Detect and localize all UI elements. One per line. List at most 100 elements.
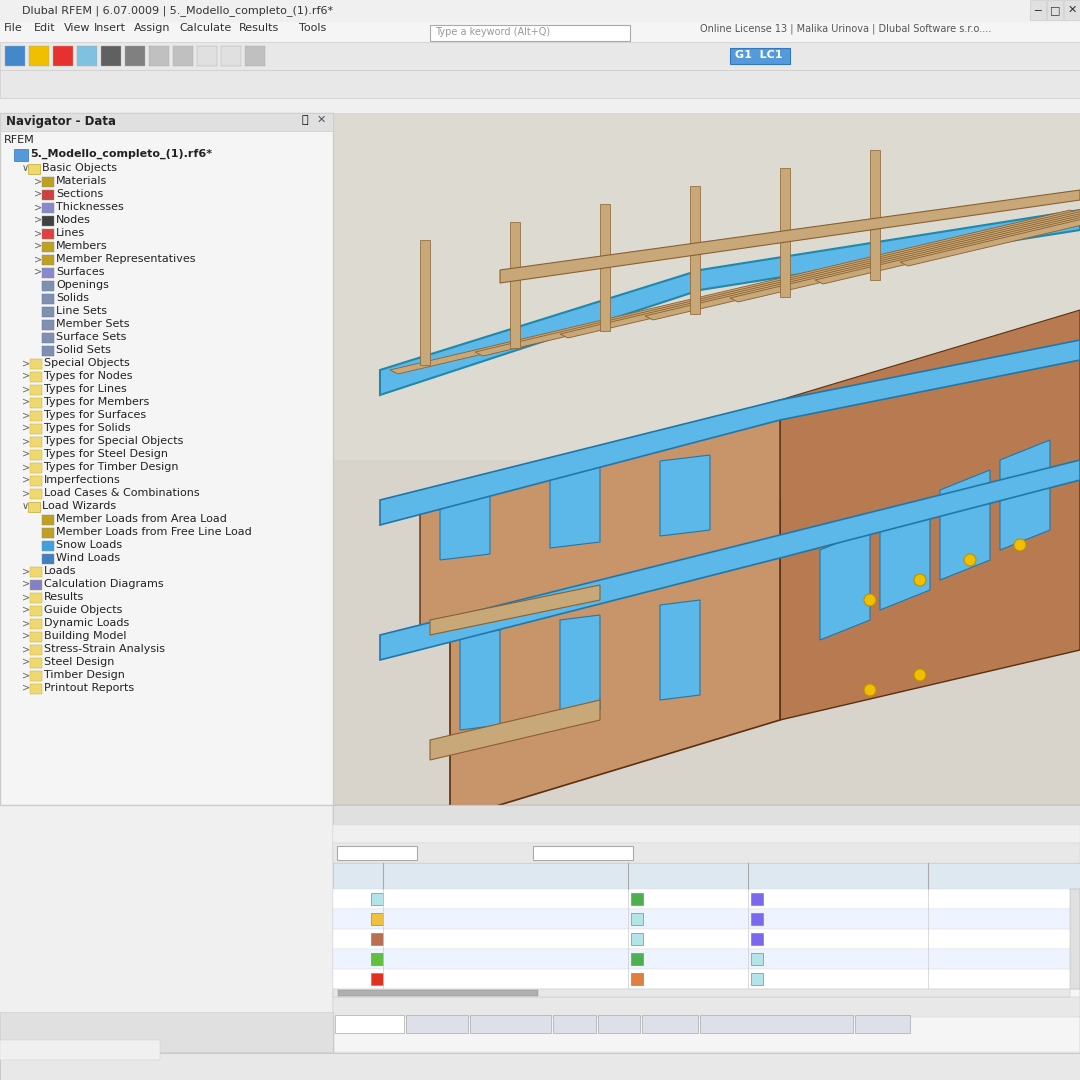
Bar: [42, 281, 54, 291]
Text: ─: ─: [1035, 5, 1041, 15]
Text: Modulus o: Modulus o: [933, 866, 989, 876]
Polygon shape: [420, 400, 780, 640]
Text: Pannelli solaio X-Lam C24 P1/P2: Pannelli solaio X-Lam C24 P1/P2: [387, 933, 554, 943]
Text: 1: 1: [1056, 953, 1063, 963]
Text: Member Representatives: Member Representatives: [715, 1018, 837, 1028]
Text: 👁: 👁: [40, 1017, 48, 1030]
Text: Surfaces: Surfaces: [56, 267, 105, 276]
Bar: [631, 953, 643, 966]
Bar: [30, 476, 42, 486]
Text: Calculate: Calculate: [179, 23, 231, 33]
Text: Types for Steel Design: Types for Steel Design: [44, 449, 168, 459]
Polygon shape: [475, 192, 1080, 356]
Bar: [751, 893, 762, 905]
Polygon shape: [815, 120, 1080, 284]
Bar: [30, 424, 42, 434]
Text: 2: 2: [356, 913, 364, 923]
Text: >: >: [22, 384, 30, 394]
Bar: [333, 805, 1080, 825]
Bar: [0, 0, 1080, 22]
Bar: [333, 989, 1070, 997]
Bar: [0, 22, 1080, 42]
Polygon shape: [820, 530, 870, 640]
Text: ✕: ✕: [1067, 5, 1077, 15]
Text: Material Name: Material Name: [388, 866, 469, 876]
Text: Thicknesses: Thicknesses: [481, 1018, 540, 1028]
Text: Thicknesses: Thicknesses: [56, 202, 124, 212]
Text: □: □: [1050, 5, 1061, 15]
Text: >: >: [22, 372, 30, 381]
Bar: [333, 113, 1080, 805]
Text: Lines: Lines: [606, 1018, 632, 1028]
Text: Online License 13 | Malika Urinova | Dlubal Software s.r.o....: Online License 13 | Malika Urinova | Dlu…: [700, 24, 991, 35]
Bar: [42, 307, 54, 318]
Bar: [333, 113, 1080, 459]
Text: Orthotropic | Linear Elastic (Surf...: Orthotropic | Linear Elastic (Surf...: [766, 933, 944, 944]
Polygon shape: [900, 102, 1080, 266]
Text: Basic: Basic: [646, 933, 674, 943]
Text: Material Model: Material Model: [753, 866, 836, 876]
Bar: [631, 973, 643, 985]
Text: Nodes: Nodes: [559, 1018, 590, 1028]
Bar: [0, 113, 333, 131]
Text: Types for Surfaces: Types for Surfaces: [44, 410, 146, 420]
Text: 1: 1: [356, 893, 364, 903]
Text: >: >: [22, 631, 30, 642]
Text: Edit: Edit: [33, 23, 56, 33]
Text: Special Objects: Special Objects: [44, 357, 130, 368]
Bar: [470, 1015, 551, 1032]
Bar: [854, 1015, 910, 1032]
Text: Steel: Steel: [646, 973, 673, 983]
Bar: [42, 294, 54, 303]
Bar: [333, 863, 1080, 889]
Text: Openings: Openings: [56, 280, 109, 291]
Text: Line Sets: Line Sets: [56, 306, 107, 316]
Polygon shape: [561, 174, 1080, 338]
Text: 1 - Global XYZ: 1 - Global XYZ: [5, 1043, 79, 1053]
Bar: [42, 346, 54, 356]
Text: View: View: [64, 23, 91, 33]
Bar: [30, 411, 42, 421]
Text: Edit: Edit: [384, 827, 407, 837]
Bar: [42, 541, 54, 551]
Text: Types for Lines: Types for Lines: [44, 384, 126, 394]
Polygon shape: [1000, 440, 1050, 550]
Bar: [149, 46, 168, 66]
Text: Dynamic Loads: Dynamic Loads: [44, 618, 130, 627]
Polygon shape: [550, 467, 600, 548]
Polygon shape: [380, 460, 1080, 660]
Text: >: >: [22, 592, 30, 602]
Text: 5._Modello_completo_(1).rf6*: 5._Modello_completo_(1).rf6*: [30, 149, 212, 159]
Bar: [30, 580, 42, 590]
Text: Lines: Lines: [56, 228, 85, 238]
Text: >: >: [33, 202, 42, 212]
Circle shape: [864, 594, 876, 606]
Text: ✕: ✕: [318, 114, 326, 125]
Text: >: >: [22, 683, 30, 693]
Text: Timber: Timber: [646, 893, 683, 903]
Text: 1: 1: [1056, 893, 1063, 903]
Text: Plane: XY: Plane: XY: [640, 1056, 692, 1066]
Bar: [0, 1040, 160, 1059]
Bar: [333, 969, 1080, 989]
Text: Load Wizards: Load Wizards: [42, 501, 117, 511]
Bar: [173, 46, 193, 66]
Text: Ex [N/m: Ex [N/m: [933, 875, 975, 886]
Bar: [372, 893, 383, 905]
Text: 🗘: 🗘: [301, 114, 308, 125]
Circle shape: [964, 554, 976, 566]
Text: Members: Members: [647, 1018, 692, 1028]
Text: Member Sets: Member Sets: [56, 319, 130, 329]
Text: Building Model: Building Model: [44, 631, 126, 642]
Text: Types for Special Objects: Types for Special Objects: [44, 436, 184, 446]
Polygon shape: [430, 585, 600, 635]
Text: >: >: [33, 241, 42, 251]
Text: Results: Results: [44, 592, 84, 602]
Polygon shape: [880, 500, 930, 610]
Bar: [42, 320, 54, 330]
Bar: [30, 372, 42, 382]
Bar: [631, 913, 643, 924]
Text: >: >: [22, 357, 30, 368]
Bar: [0, 1012, 333, 1052]
Bar: [28, 502, 40, 512]
